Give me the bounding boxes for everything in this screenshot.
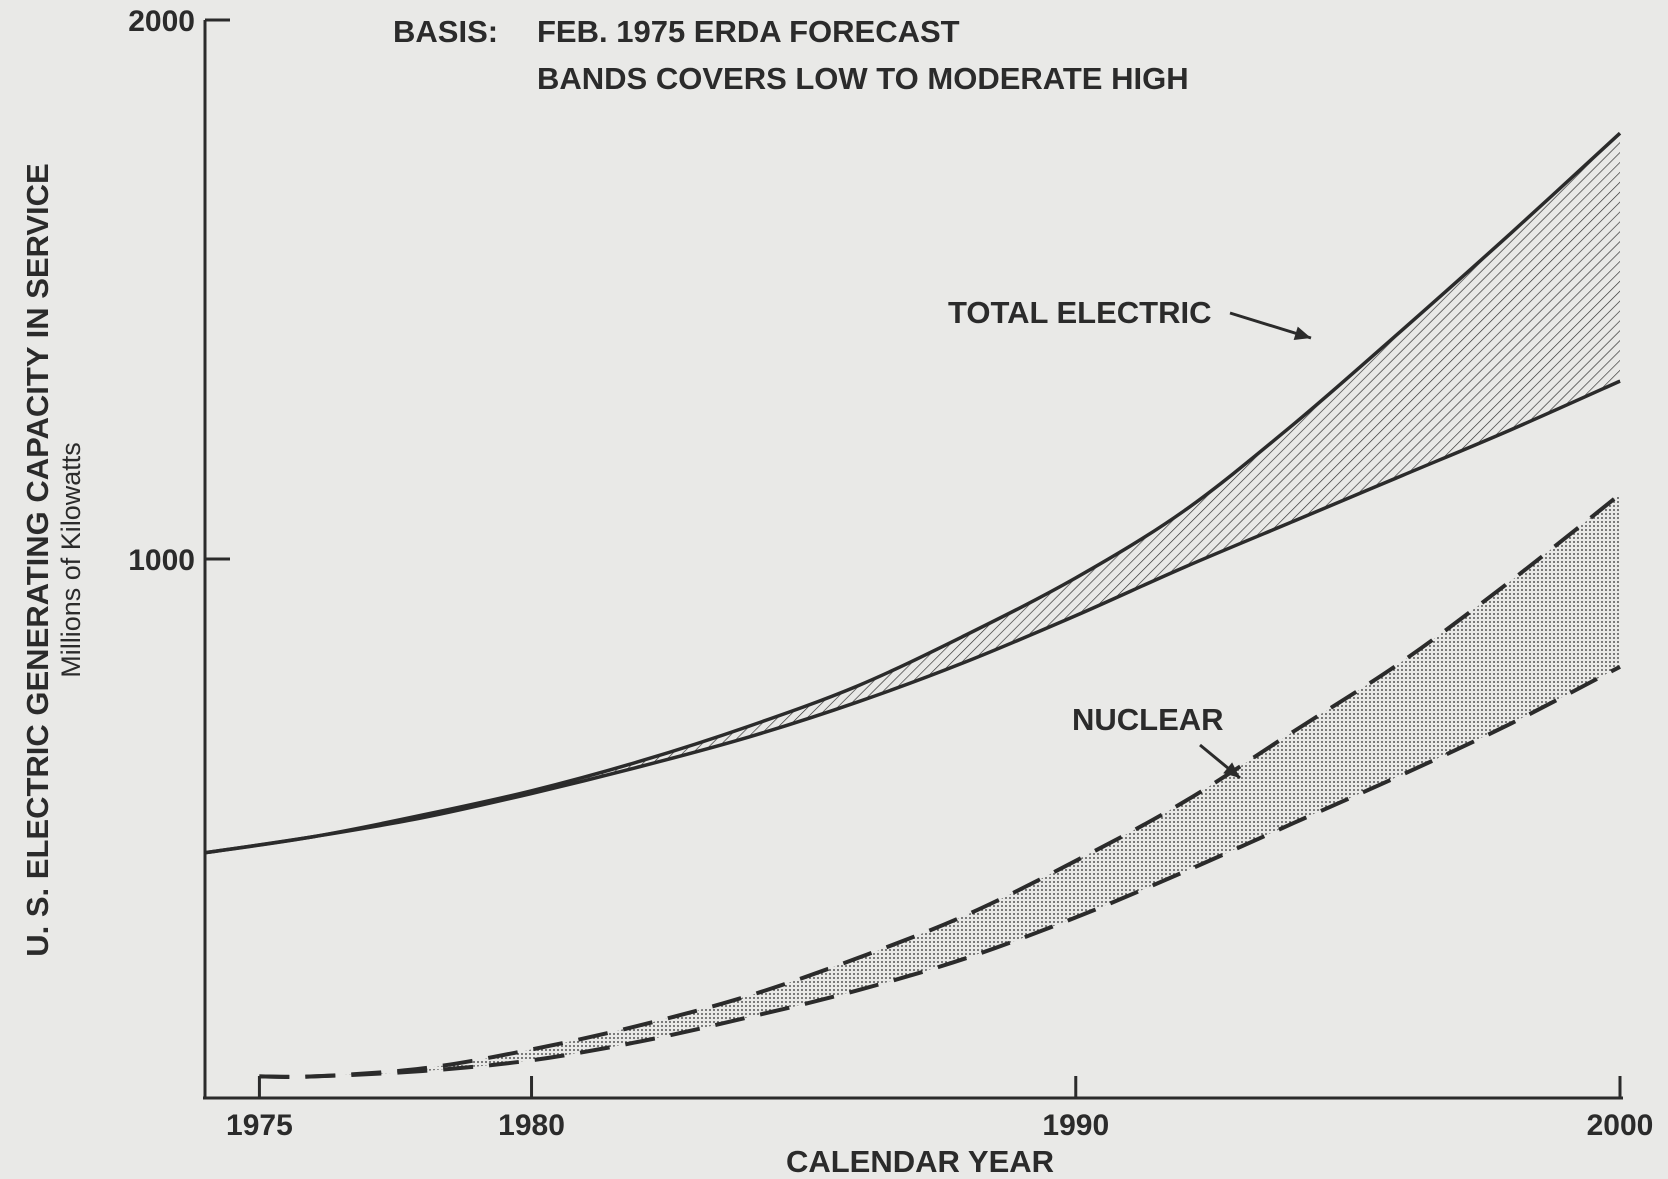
x-axis-title: CALENDAR YEAR bbox=[786, 1144, 1054, 1179]
x-tick-label-2000: 2000 bbox=[1587, 1109, 1654, 1142]
plot-area bbox=[204, 131, 1622, 1080]
nuclear-pointer-arrow bbox=[1199, 743, 1241, 780]
total-electric-high-line bbox=[204, 131, 1622, 855]
basis-text: FEB. 1975 ERDA FORECAST bbox=[537, 14, 960, 49]
band-note: BANDS COVERS LOW TO MODERATE HIGH bbox=[537, 61, 1189, 96]
y-axis-title: U. S. ELECTRIC GENERATING CAPACITY IN SE… bbox=[20, 163, 55, 956]
series-label-nuclear: NUCLEAR bbox=[1072, 702, 1224, 737]
y-tick-label-2000: 2000 bbox=[128, 5, 195, 38]
y-axis-units: Millions of Kilowatts bbox=[56, 442, 86, 678]
total-electric-pointer-arrow bbox=[1229, 311, 1312, 340]
total-electric-band bbox=[205, 133, 1620, 853]
annotation-arrows bbox=[1199, 311, 1312, 780]
nuclear-low-line bbox=[259, 665, 1621, 1079]
total-electric-low-line bbox=[204, 379, 1621, 855]
nuclear-high-line bbox=[259, 492, 1622, 1080]
x-tick-label-1975: 1975 bbox=[226, 1109, 293, 1142]
basis-prefix: BASIS: bbox=[393, 14, 498, 49]
nuclear-band bbox=[259, 494, 1620, 1078]
series-label-total-electric: TOTAL ELECTRIC bbox=[948, 295, 1212, 330]
axis-ticks: 1975 1980 1990 2000 1000 2000 bbox=[128, 5, 1653, 1142]
x-tick-label-1980: 1980 bbox=[498, 1109, 565, 1142]
y-tick-label-1000: 1000 bbox=[128, 544, 195, 577]
x-tick-label-1990: 1990 bbox=[1042, 1109, 1109, 1142]
